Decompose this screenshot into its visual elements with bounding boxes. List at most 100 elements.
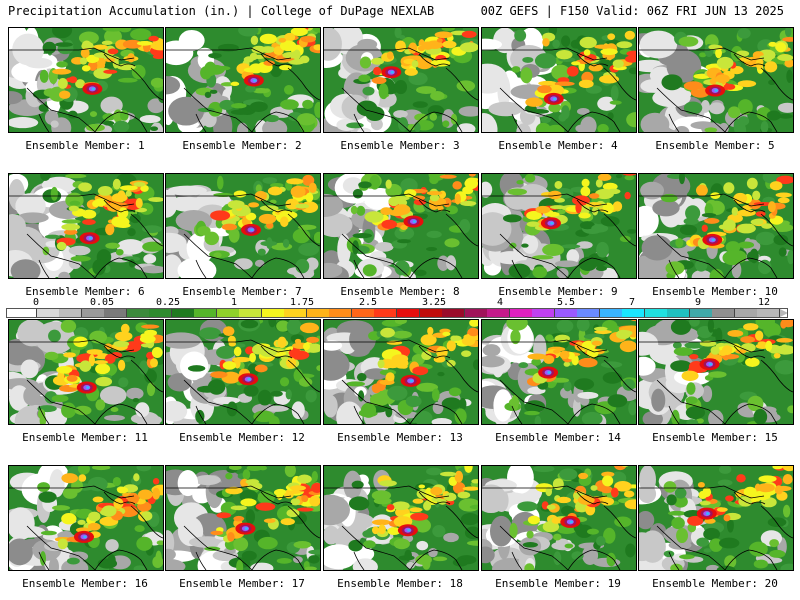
member-caption: Ensemble Member: 15 [652, 431, 778, 444]
colorbar-swatch [734, 309, 758, 317]
colorbar-tick-label: 12 [757, 297, 771, 308]
colorbar-swatch [442, 309, 466, 317]
colorbar-swatch [329, 309, 353, 317]
colorbar-swatch [644, 309, 668, 317]
run-info: 00Z GEFS | F150 Valid: 06Z FRI JUN 13 20… [480, 4, 784, 18]
colorbar-tick-label: 3.25 [421, 297, 447, 308]
colorbar-swatch [667, 309, 691, 317]
precip-map [9, 28, 163, 132]
colorbar-swatch [509, 309, 533, 317]
precip-map [166, 28, 320, 132]
precip-map [9, 466, 163, 570]
ensemble-map-panel [8, 465, 164, 571]
colorbar-tick-label: 7 [628, 297, 636, 308]
colorbar-swatch [757, 309, 781, 317]
precip-map [482, 466, 636, 570]
ensemble-map-panel [165, 465, 321, 571]
member-caption: Ensemble Member: 5 [655, 139, 775, 152]
colorbar-swatch [397, 309, 420, 317]
colorbar-tick-label: 5.5 [556, 297, 576, 308]
ensemble-map-panel [638, 27, 794, 133]
colorbar-swatch [171, 309, 195, 317]
colorbar-swatch [712, 309, 736, 317]
colorbar-swatch [464, 309, 488, 317]
colorbar-swatch [689, 309, 713, 317]
ensemble-map-panel [481, 319, 637, 425]
colorbar-swatch [59, 309, 83, 317]
precip-map [9, 174, 163, 278]
precip-map [324, 466, 478, 570]
member-caption: Ensemble Member: 1 [25, 139, 145, 152]
colorbar-tick-label: 0.25 [155, 297, 181, 308]
precip-map [639, 174, 793, 278]
member-caption: Ensemble Member: 19 [495, 577, 621, 590]
ensemble-map-panel [8, 27, 164, 133]
member-caption: Ensemble Member: 16 [22, 577, 148, 590]
colorbar-swatch [487, 309, 511, 317]
member-caption: Ensemble Member: 6 [25, 285, 145, 298]
precip-map [482, 320, 636, 424]
member-caption: Ensemble Member: 12 [179, 431, 305, 444]
ensemble-map-panel [323, 465, 479, 571]
colorbar-swatch [81, 309, 105, 317]
colorbar-swatch [216, 309, 240, 317]
member-caption: Ensemble Member: 18 [337, 577, 463, 590]
ensemble-map-panel [481, 465, 637, 571]
colorbar-swatch [104, 309, 128, 317]
member-caption: Ensemble Member: 17 [179, 577, 305, 590]
precip-map [166, 174, 320, 278]
precip-map [639, 28, 793, 132]
ensemble-map-panel [8, 319, 164, 425]
precip-map [324, 28, 478, 132]
ensemble-map-panel [481, 173, 637, 279]
precip-map [482, 28, 636, 132]
member-caption: Ensemble Member: 8 [340, 285, 460, 298]
colorbar-low-arrow [6, 309, 14, 317]
ensemble-map-panel [323, 319, 479, 425]
ensemble-map-panel [638, 173, 794, 279]
ensemble-map-panel [323, 173, 479, 279]
colorbar-tick-label: 4 [496, 297, 504, 308]
member-caption: Ensemble Member: 7 [182, 285, 302, 298]
colorbar-swatch [149, 309, 173, 317]
precip-map [639, 320, 793, 424]
member-caption: Ensemble Member: 9 [498, 285, 618, 298]
precip-map [9, 320, 163, 424]
precip-map [166, 466, 320, 570]
colorbar-high-arrow [780, 309, 788, 317]
ensemble-map-panel [165, 173, 321, 279]
colorbar-swatch [306, 309, 330, 317]
colorbar-swatch [14, 309, 37, 317]
precip-map [482, 174, 636, 278]
member-caption: Ensemble Member: 11 [22, 431, 148, 444]
member-caption: Ensemble Member: 3 [340, 139, 460, 152]
colorbar-swatch [622, 309, 646, 317]
colorbar-swatch [261, 309, 285, 317]
colorbar-swatch [419, 309, 443, 317]
page-title: Precipitation Accumulation (in.) | Colle… [8, 4, 435, 18]
colorbar-swatch [554, 309, 578, 317]
member-caption: Ensemble Member: 13 [337, 431, 463, 444]
colorbar-swatch [532, 309, 556, 317]
colorbar-swatch [284, 309, 308, 317]
colorbar-swatch [239, 309, 263, 317]
colorbar-tick-label: 9 [694, 297, 702, 308]
colorbar-tick-label: 1 [230, 297, 238, 308]
colorbar-swatch [374, 309, 398, 317]
ensemble-map-panel [481, 27, 637, 133]
ensemble-map-panel [638, 465, 794, 571]
member-caption: Ensemble Member: 10 [652, 285, 778, 298]
colorbar-swatch [599, 309, 623, 317]
colorbar-tick-label: 1.75 [289, 297, 315, 308]
colorbar-swatch [577, 309, 601, 317]
ensemble-map-panel [165, 27, 321, 133]
precip-map [324, 174, 478, 278]
colorbar-tick-label: 0 [32, 297, 40, 308]
colorbar-swatch [36, 309, 60, 317]
member-caption: Ensemble Member: 4 [498, 139, 618, 152]
ensemble-map-panel [165, 319, 321, 425]
colorbar-swatch [126, 309, 150, 317]
colorbar-tick-label: 2.5 [358, 297, 378, 308]
colorbar-tick-label: 0.05 [89, 297, 115, 308]
ensemble-map-panel [8, 173, 164, 279]
